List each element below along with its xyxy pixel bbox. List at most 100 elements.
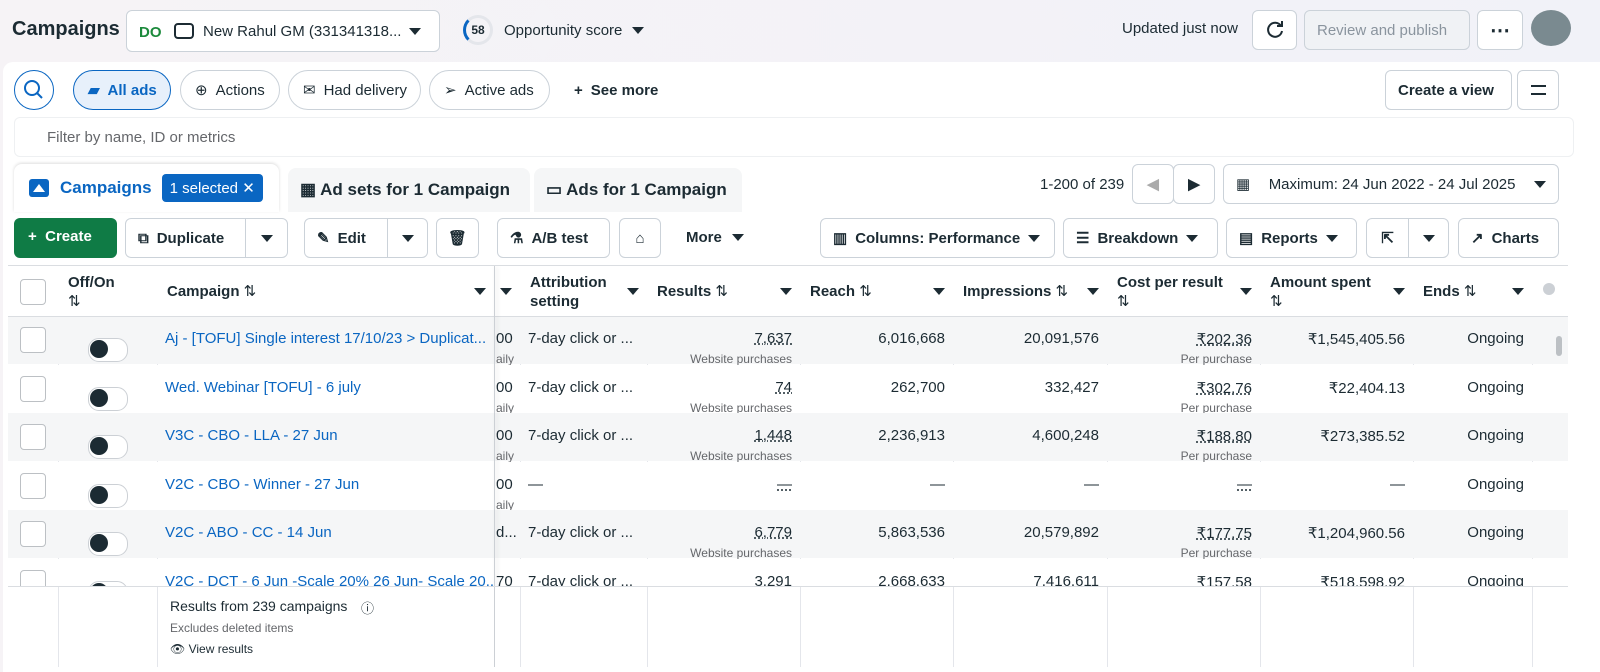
date-range: Maximum: 24 Jun 2022 - 24 Jul 2025 xyxy=(1268,175,1516,193)
ab-test-button[interactable]: ⚗ A/B test xyxy=(497,218,610,258)
column-header[interactable]: Results ⇅ xyxy=(647,266,800,316)
date-range-picker[interactable]: ▦ Maximum: 24 Jun 2022 - 24 Jul 2025 xyxy=(1223,164,1559,204)
column-menu xyxy=(1240,288,1252,295)
row-checkbox[interactable] xyxy=(20,424,46,450)
toggle[interactable] xyxy=(88,338,128,362)
more-options[interactable]: ⋯ xyxy=(1477,10,1523,50)
campaigns-tab[interactable]: Campaigns 1 selected ✕ xyxy=(14,164,279,212)
cost-subtext: Per purchase xyxy=(1180,400,1252,415)
campaign-cell[interactable]: V2C - ABO - CC - 14 Jun xyxy=(165,524,332,541)
header-checkbox[interactable] xyxy=(20,279,46,305)
column-header[interactable]: Ends ⇅ xyxy=(1413,266,1532,316)
column-header[interactable]: Attribution setting xyxy=(520,266,647,316)
duplicate-button[interactable]: ⧉ Duplicate xyxy=(125,218,246,258)
next-page[interactable]: ▶ xyxy=(1173,164,1215,204)
breakdown-button[interactable]: ☰ Breakdown xyxy=(1063,218,1218,258)
view-results-link[interactable]: 👁 View results xyxy=(162,642,261,656)
summary-row: Results from 239 campaigns ⓘ Excludes dele… xyxy=(8,586,1568,667)
impressions-cell: 20,091,576 xyxy=(1023,330,1099,347)
ads-tab[interactable]: ▭ Ads for 1 Campaign xyxy=(534,168,742,212)
refresh-button[interactable] xyxy=(1252,10,1297,50)
filter-label: All ads xyxy=(107,81,157,99)
ad-sets-tab[interactable]: ▦ Ad sets for 1 Campaign xyxy=(288,168,530,212)
edit-button[interactable]: ✎ Edit xyxy=(304,218,388,258)
attribution-cell: 7-day click or ... xyxy=(528,524,634,541)
reach-cell: 2,668,633 xyxy=(878,572,945,590)
column-divider xyxy=(58,587,59,667)
filter-pill[interactable]: ✉ Had delivery xyxy=(288,70,421,110)
column-title: Reach xyxy=(810,283,856,300)
attribution-cell: 7-day click or ... xyxy=(528,330,634,347)
column-header[interactable]: Campaign ⇅ xyxy=(157,266,494,316)
toggle[interactable] xyxy=(88,532,128,556)
toggle[interactable] xyxy=(88,386,128,411)
selected-chip[interactable]: 1 selected ✕ xyxy=(161,174,263,202)
search-input[interactable]: Filter by name, ID or metrics xyxy=(14,117,1574,157)
row-checkbox[interactable] xyxy=(20,375,46,402)
account-selector[interactable]: DO New Rahul GM (331341318... xyxy=(126,10,440,52)
duplicate-menu[interactable] xyxy=(245,218,288,258)
reports-button[interactable]: ▤ Reports xyxy=(1226,218,1357,258)
budget-cell: 00 xyxy=(496,378,513,396)
account-name: New Rahul GM (331341318... xyxy=(203,22,402,40)
sort-icon: ⇅ xyxy=(1270,293,1283,310)
filter-pill[interactable]: ⊕ Actions xyxy=(180,70,280,110)
create-label: Create xyxy=(45,228,92,245)
campaign-cell[interactable]: V2C - CBO - Winner - 27 Jun xyxy=(165,475,360,493)
settings-button[interactable] xyxy=(1517,70,1559,110)
filter-pill[interactable]: ▰ All ads xyxy=(73,70,171,110)
filter-pill[interactable]: ➢ Active ads xyxy=(429,70,550,110)
edit-menu[interactable] xyxy=(387,218,428,258)
sort-icon: ⇅ xyxy=(855,283,872,300)
export-menu[interactable] xyxy=(1408,218,1449,258)
sort-icon: ⇅ xyxy=(68,293,81,310)
charts-button[interactable]: ↗ Charts xyxy=(1458,218,1559,258)
filter-pill[interactable]: + See more xyxy=(560,70,670,110)
toggle[interactable] xyxy=(88,483,128,508)
cost-subtext: Per purchase xyxy=(1180,546,1252,560)
pagination-text: 1-200 of 239 xyxy=(1040,176,1125,193)
row-checkbox[interactable] xyxy=(20,327,46,353)
campaign-cell[interactable]: V3C - CBO - LLA - 27 Jun xyxy=(165,427,338,444)
summary-info: ⓘ xyxy=(361,601,375,616)
duplicate-label: Duplicate xyxy=(156,229,225,247)
search-button[interactable] xyxy=(14,70,54,110)
column-header[interactable]: Impressions ⇅ xyxy=(953,266,1107,316)
prev-page[interactable]: ◀ xyxy=(1132,164,1174,204)
column-menu xyxy=(1087,288,1099,295)
delete-button[interactable]: 🗑 xyxy=(436,218,479,258)
sort-icon: ⇅ xyxy=(1117,293,1130,310)
scrollbar[interactable] xyxy=(1556,336,1562,356)
column-header[interactable]: Off/On ⇅ xyxy=(58,266,157,316)
column-header[interactable]: Cost per result ⇅ xyxy=(1107,266,1260,316)
tag-button[interactable]: ⌂ xyxy=(619,218,661,258)
create-view-button[interactable]: Create a view xyxy=(1385,70,1512,110)
amount-cell: ₹1,545,405.56 xyxy=(1307,331,1405,348)
column-header[interactable]: Reach ⇅ xyxy=(800,266,953,316)
toggle-knob xyxy=(90,340,108,358)
campaign-cell[interactable]: V2C - DCT - 6 Jun -Scale 20% 26 Jun- Sca… xyxy=(165,572,494,590)
more-button[interactable]: More xyxy=(686,229,744,246)
columns-button[interactable]: ▥ Columns: Performance xyxy=(820,218,1055,258)
campaign-cell[interactable]: Wed. Webinar [TOFU] - 6 july xyxy=(165,378,361,396)
column-title: Cost per result xyxy=(1117,274,1223,291)
opportunity-button[interactable]: Opportunity score xyxy=(504,22,645,39)
column-title: Results xyxy=(657,283,712,300)
review-publish-button[interactable]: Review and publish xyxy=(1304,10,1470,50)
campaign-cell[interactable]: Aj - [TOFU] Single interest 17/10/23 > D… xyxy=(165,330,487,347)
reach-cell: — xyxy=(930,475,945,493)
create-button[interactable]: + Create xyxy=(14,218,117,258)
row-checkbox[interactable] xyxy=(20,472,46,499)
budget-subtext: aily xyxy=(496,497,515,512)
toggle[interactable] xyxy=(88,435,128,459)
row-checkbox[interactable] xyxy=(20,521,46,547)
column-header[interactable]: Amount spent ⇅ xyxy=(1260,266,1413,316)
add-column[interactable] xyxy=(1543,283,1555,295)
filter-label: See more xyxy=(590,81,659,99)
results-subtext: Website purchases xyxy=(690,352,792,366)
sort-icon: ⇅ xyxy=(711,283,728,300)
avatar[interactable] xyxy=(1531,10,1571,46)
column-divider xyxy=(1413,587,1414,667)
export-button[interactable]: ⇱ xyxy=(1366,218,1409,258)
